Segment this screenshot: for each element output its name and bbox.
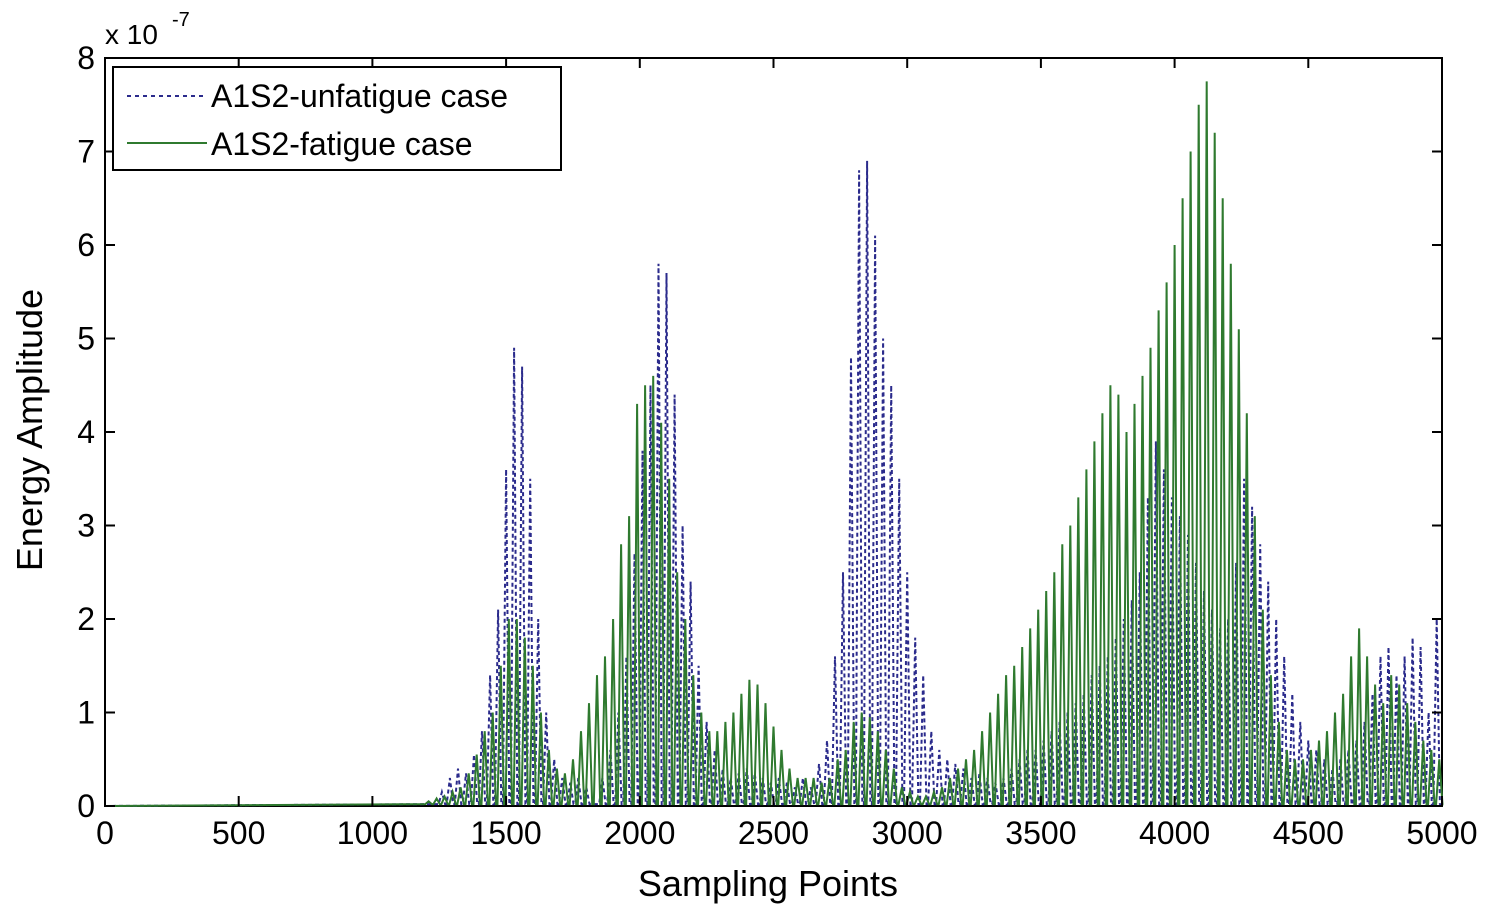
x-axis-label: Sampling Points bbox=[638, 863, 898, 904]
y-tick-label: 5 bbox=[77, 321, 95, 357]
y-tick-label: 0 bbox=[77, 788, 95, 824]
x-tick-label: 500 bbox=[212, 815, 265, 851]
x-tick-label: 3000 bbox=[872, 815, 943, 851]
x-tick-label: 3500 bbox=[1005, 815, 1076, 851]
axes-layer: 0 500 1000 1500 2000 2500 3000 3500 4000 4500 5000… bbox=[77, 40, 1477, 851]
y-tick-label: 6 bbox=[77, 227, 95, 263]
y-axis-exponent-base: x 10 bbox=[105, 19, 158, 50]
legend-label-unfatigue: A1S2-unfatigue case bbox=[211, 78, 508, 114]
x-tick-label: 1000 bbox=[337, 815, 408, 851]
series-layer bbox=[104, 81, 1444, 807]
legend-box bbox=[112, 66, 562, 171]
x-tick-label: 5000 bbox=[1406, 815, 1477, 851]
y-tick-label: 1 bbox=[77, 695, 95, 731]
x-tick-label: 1500 bbox=[471, 815, 542, 851]
legend: A1S2-unfatigue case A1S2-fatigue case bbox=[112, 66, 562, 171]
y-tick-label: 8 bbox=[77, 40, 95, 76]
series-line-fatigue bbox=[104, 81, 1444, 807]
x-tick-label: 4000 bbox=[1139, 815, 1210, 851]
x-tick-label: 4500 bbox=[1273, 815, 1344, 851]
y-tick-label: 7 bbox=[77, 134, 95, 170]
x-tick-label: 2500 bbox=[738, 815, 809, 851]
y-tick-label: 3 bbox=[77, 508, 95, 544]
x-tick-label: 0 bbox=[96, 815, 114, 851]
y-tick-label: 4 bbox=[77, 414, 95, 450]
y-tick-label: 2 bbox=[77, 601, 95, 637]
y-axis-exponent-power: -7 bbox=[172, 9, 190, 31]
legend-label-fatigue: A1S2-fatigue case bbox=[211, 126, 473, 162]
y-axis-label: Energy Amplitude bbox=[9, 289, 50, 571]
x-tick-label: 2000 bbox=[604, 815, 675, 851]
